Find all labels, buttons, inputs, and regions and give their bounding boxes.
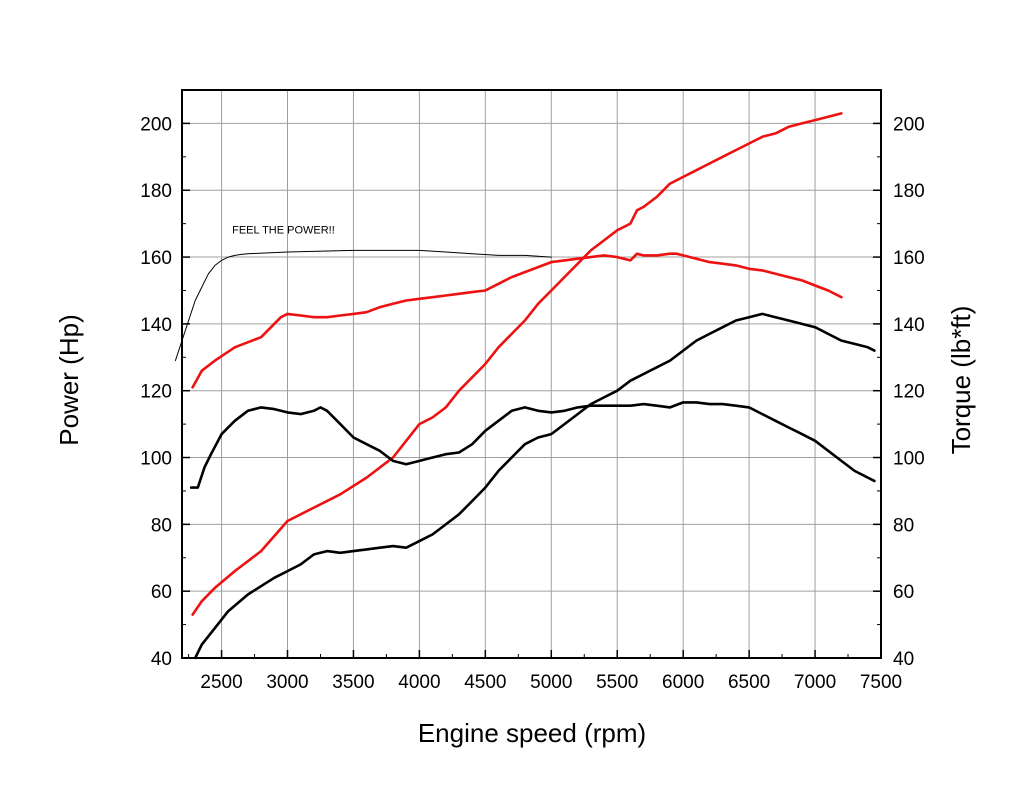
series-line-2	[193, 312, 876, 660]
x-axis-title: Engine speed (rpm)	[418, 718, 646, 748]
x-tick-label: 5000	[530, 672, 572, 693]
x-tick-label: 6000	[662, 672, 704, 693]
y-right-tick-label: 120	[893, 382, 925, 403]
grid-lines	[182, 90, 881, 658]
y-left-tick-label: 200	[140, 114, 172, 135]
y-left-tick-label: 180	[140, 181, 172, 202]
x-tick-label: 7500	[860, 672, 902, 693]
x-tick-label: 7000	[794, 672, 836, 693]
x-tick-labels: 2500 3000 3500 4000 4500 5000 5500 6000 6500 7000…	[200, 672, 902, 693]
y-right-tick-label: 60	[893, 582, 914, 603]
series-line-1	[191, 252, 843, 389]
y-right-tick-label: 40	[893, 649, 914, 670]
y-left-tick-label: 140	[140, 315, 172, 336]
series-line-0	[191, 112, 843, 616]
y-left-tick-label: 120	[140, 382, 172, 403]
series-line-3	[189, 401, 876, 489]
y-right-tick-label: 160	[893, 248, 925, 269]
y-right-tick-label: 80	[893, 515, 914, 536]
y-left-tick-label: 100	[140, 449, 172, 470]
series-line-4	[174, 249, 552, 362]
x-tick-label: 3500	[332, 672, 374, 693]
y-left-tick-label: 60	[151, 582, 172, 603]
plot-frame	[181, 89, 882, 659]
y-left-tick-labels: 40 60 80 100 120 140 160 180 200	[140, 114, 172, 670]
x-tick-label: 2500	[200, 672, 242, 693]
y-left-axis-title: Power (Hp)	[54, 314, 84, 445]
x-tick-label: 6500	[728, 672, 770, 693]
y-left-tick-label: 40	[151, 649, 172, 670]
y-right-tick-label: 100	[893, 449, 925, 470]
series-layer	[174, 112, 876, 660]
annotation-text: FEEL THE POWER!!	[232, 225, 335, 237]
x-tick-label: 3000	[266, 672, 308, 693]
x-tick-label: 4000	[398, 672, 440, 693]
y-right-tick-label: 180	[893, 181, 925, 202]
y-right-axis-title: Torque (lb*ft)	[946, 306, 976, 455]
y-right-tick-label: 140	[893, 315, 925, 336]
x-tick-label: 5500	[596, 672, 638, 693]
y-left-tick-label: 80	[151, 515, 172, 536]
y-left-tick-label: 160	[140, 248, 172, 269]
y-right-tick-labels: 40 60 80 100 120 140 160 180 200	[893, 114, 925, 670]
y-right-tick-label: 200	[893, 114, 925, 135]
x-tick-label: 4500	[464, 672, 506, 693]
